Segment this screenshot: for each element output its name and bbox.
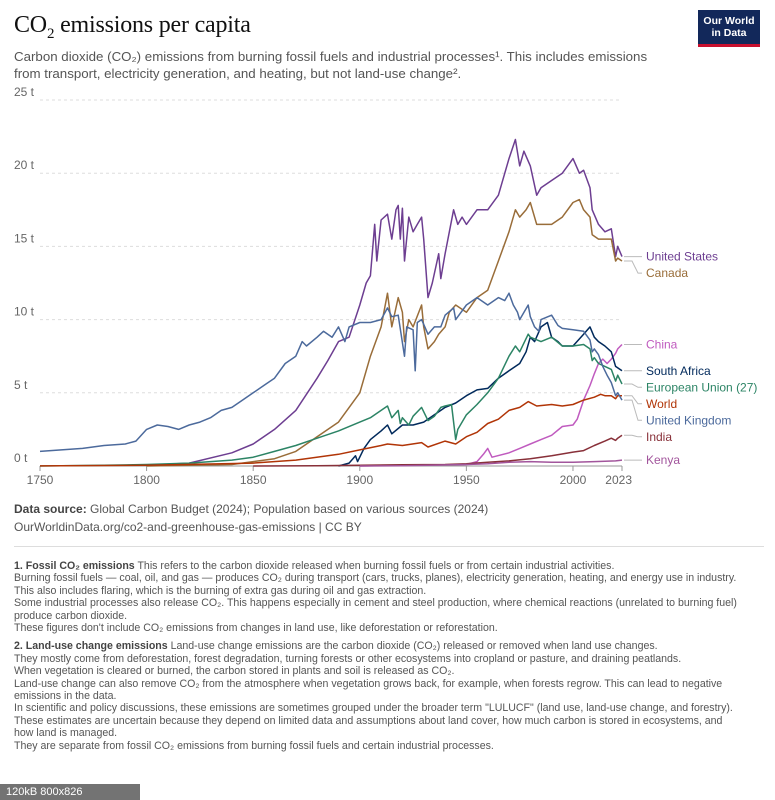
note-text: Some industrial processes also release C… <box>14 597 737 622</box>
note-text: When vegetation is cleared or burned, th… <box>14 665 455 678</box>
series-label-united-states: United States <box>646 250 718 264</box>
label-connector <box>624 260 642 274</box>
series-line-kenya <box>359 459 623 467</box>
label-connector <box>624 383 642 388</box>
label-connector <box>624 395 642 405</box>
series-line-european-union <box>39 333 623 467</box>
note-text: These estimates are uncertain because th… <box>14 714 723 740</box>
series-line-united-kingdom <box>39 292 623 453</box>
footnotes: 1. Fossil CO₂ emissions This refers to t… <box>14 560 744 752</box>
our-world-in-data-logo[interactable]: Our World in Data <box>698 10 760 47</box>
series-label-canada: Canada <box>646 266 688 280</box>
note-text: They are separate from fossil CO₂ emissi… <box>14 739 494 752</box>
subtitle-line: from transport, electricity generation, … <box>14 66 462 81</box>
series-line-china <box>359 343 623 467</box>
series-label-kenya: Kenya <box>646 453 680 467</box>
x-tick-label: 1900 <box>346 473 373 487</box>
data-source: Data source: Global Carbon Budget (2024)… <box>14 500 488 536</box>
logo-line: Our World <box>703 15 755 27</box>
series-line-united-states <box>146 138 623 467</box>
note-text: Land-use change can also remove CO₂ from… <box>14 677 723 703</box>
note-2-title: 2. Land-use change emissions <box>14 640 168 653</box>
series-line-world <box>39 393 622 467</box>
y-tick-label: 0 t <box>14 451 28 465</box>
logo-line: in Data <box>711 27 747 39</box>
series-label-india: India <box>646 430 672 444</box>
series-line-south-africa <box>338 321 623 467</box>
series-label-south-africa: South Africa <box>646 364 711 378</box>
y-tick-label: 15 t <box>14 231 35 245</box>
note-text: Land-use change emissions are the carbon… <box>167 640 658 653</box>
series-label-european-union: European Union (27) <box>646 380 757 394</box>
series-label-united-kingdom: United Kingdom <box>646 413 731 427</box>
divider <box>14 546 764 547</box>
note-text: These figures don't include CO₂ emission… <box>14 622 498 635</box>
source-text: Global Carbon Budget (2024); Population … <box>86 502 489 516</box>
y-tick-label: 10 t <box>14 305 35 319</box>
series-label-china: China <box>646 337 678 351</box>
x-tick-label: 1800 <box>133 473 160 487</box>
note-1-title: 1. Fossil CO₂ emissions <box>14 560 135 572</box>
y-tick-label: 20 t <box>14 158 35 172</box>
note-text: Burning fossil fuels — coal, oil, and ga… <box>14 572 737 597</box>
label-connector <box>624 399 642 421</box>
y-tick-label: 25 t <box>14 85 35 99</box>
source-label: Data source: <box>14 502 87 516</box>
series-line-canada <box>146 198 623 467</box>
image-info-badge: 120kB 800x826 <box>0 784 140 800</box>
source-url[interactable]: OurWorldinData.org/co2-and-greenhouse-ga… <box>14 520 362 534</box>
line-chart: 0 t 5 t 10 t 15 t 20 t 25 t 1750 1800 1850 1900 19… <box>14 85 757 487</box>
note-text: In scientific and policy discussions, th… <box>14 702 733 715</box>
x-tick-label: 1950 <box>453 473 480 487</box>
series-label-world: World <box>646 397 677 411</box>
series-line-india <box>253 434 623 467</box>
x-tick-label: 2000 <box>560 473 587 487</box>
x-tick-label: 2023 <box>605 473 632 487</box>
note-text: This refers to the carbon dioxide releas… <box>134 560 615 572</box>
note-text: They mostly come from deforestation, for… <box>14 652 682 665</box>
chart-title: CO2 emissions per capita <box>14 12 251 42</box>
y-tick-label: 5 t <box>14 378 28 392</box>
label-connector <box>624 434 642 438</box>
subtitle-line: Carbon dioxide (CO₂) emissions from burn… <box>14 49 648 64</box>
x-tick-label: 1850 <box>240 473 267 487</box>
x-tick-label: 1750 <box>27 473 54 487</box>
chart-subtitle: Carbon dioxide (CO₂) emissions from burn… <box>14 48 654 82</box>
